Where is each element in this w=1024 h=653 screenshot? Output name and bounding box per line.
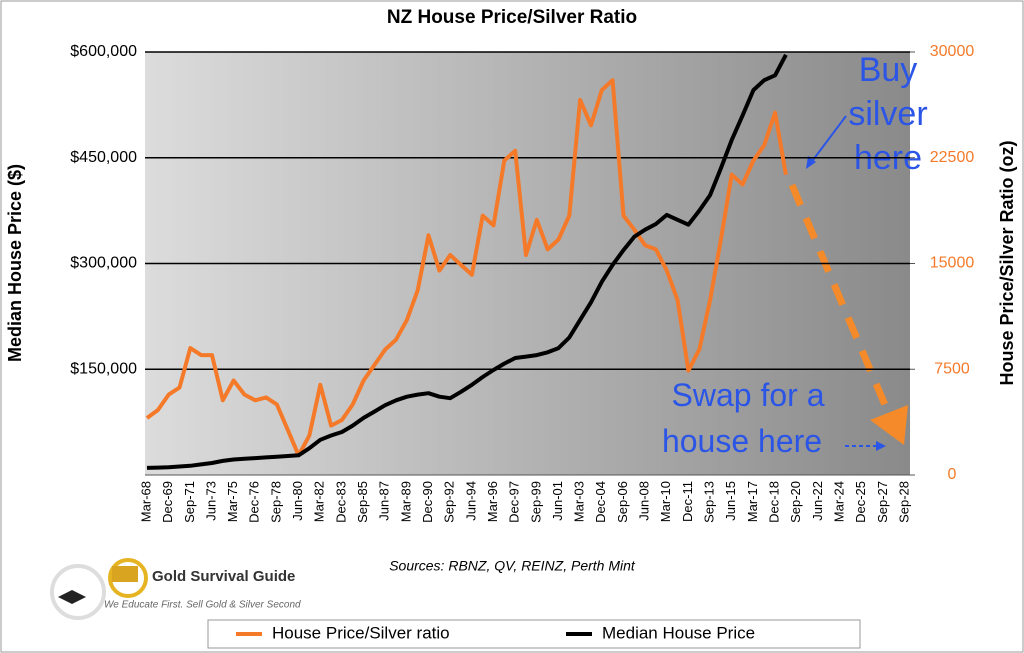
sources: Sources: RBNZ, QV, REINZ, Perth Mint [389,558,636,574]
y-axis-label: Median House Price ($) [5,164,25,362]
x-tick-label: Sep-13 [702,481,717,523]
x-tick-label: Sep-78 [268,481,283,523]
logo-bar [112,566,138,582]
x-tick-label: Sep-85 [355,481,370,523]
y-tick-label: $150,000 [70,360,137,377]
y2-tick-label: 0 [948,466,957,483]
x-tick-label: Jun-94 [463,481,478,521]
logo-name: Gold Survival Guide [152,568,295,585]
arrow-head [876,441,886,451]
x-tick-label: Sep-20 [788,481,803,523]
x-tick-label: Jun-22 [810,481,825,521]
x-tick-label: Dec-83 [333,481,348,523]
x-tick-label: Dec-69 [160,481,175,523]
x-tick-label: Sep-27 [875,481,890,523]
y-tick-label: $300,000 [70,255,137,272]
y-tick-label: $600,000 [70,43,137,60]
x-tick-label: Dec-90 [420,481,435,523]
x-tick-label: Mar-89 [398,481,413,522]
x-tick-label: Sep-99 [528,481,543,523]
legend-label: House Price/Silver ratio [272,623,450,642]
legend-box [207,619,861,649]
x-tick-label: Dec-97 [507,481,522,523]
logo: Gold Survival Guide We Educate First. Se… [50,558,301,620]
logo-ring [50,564,106,620]
x-tick-label: Dec-18 [766,481,781,523]
x-tick-label: Sep-92 [442,481,457,523]
chart-title: NZ House Price/Silver Ratio [387,7,637,28]
x-tick-label: Mar-03 [572,481,587,522]
y2-tick-label: 7500 [934,360,970,377]
x-tick-label: Dec-25 [853,481,868,523]
x-tick-label: Dec-04 [593,481,608,523]
series-line [146,53,788,470]
x-tick-label: Jun-80 [290,481,305,521]
x-tick-label: Jun-15 [723,481,738,521]
logo-cap [58,590,86,604]
x-tick-label: Sep-28 [896,481,911,523]
x-tick-label: Mar-17 [745,481,760,522]
x-tick-label: Mar-75 [225,481,240,522]
logo-ring [108,558,148,598]
x-tick-label: Mar-24 [831,481,846,522]
logo-tagline: We Educate First. Sell Gold & Silver Sec… [104,600,301,611]
series-line [145,78,788,458]
y2-tick-label: 30000 [930,43,975,60]
x-tick-label: Dec-11 [680,481,695,522]
x-tick-label: Mar-82 [312,481,327,522]
x-tick-label: Sep-71 [182,481,197,523]
arrow-head [806,156,816,169]
x-tick-label: Mar-10 [658,481,673,522]
annotation: Swap for a house here [662,377,825,459]
y2-tick-label: 15000 [930,255,975,272]
x-tick-label: Jun-01 [550,481,565,521]
y-tick-label: $450,000 [70,149,137,166]
x-tick-label: Dec-76 [247,481,262,523]
x-tick-label: Mar-68 [138,481,153,522]
arrow [809,115,847,165]
x-tick-label: Jun-08 [637,481,652,521]
y2-tick-label: 22500 [930,149,975,166]
y2-axis-label: House Price/Silver Ratio (oz) [997,140,1017,385]
x-tick-label: Mar-96 [485,481,500,522]
dashed-arrow [788,183,892,414]
x-tick-label: Sep-06 [615,481,630,523]
legend-label: Median House Price [602,623,755,642]
x-tick-label: Jun-73 [203,481,218,521]
arrow-head [870,405,908,445]
x-tick-label: Jun-87 [377,481,392,521]
